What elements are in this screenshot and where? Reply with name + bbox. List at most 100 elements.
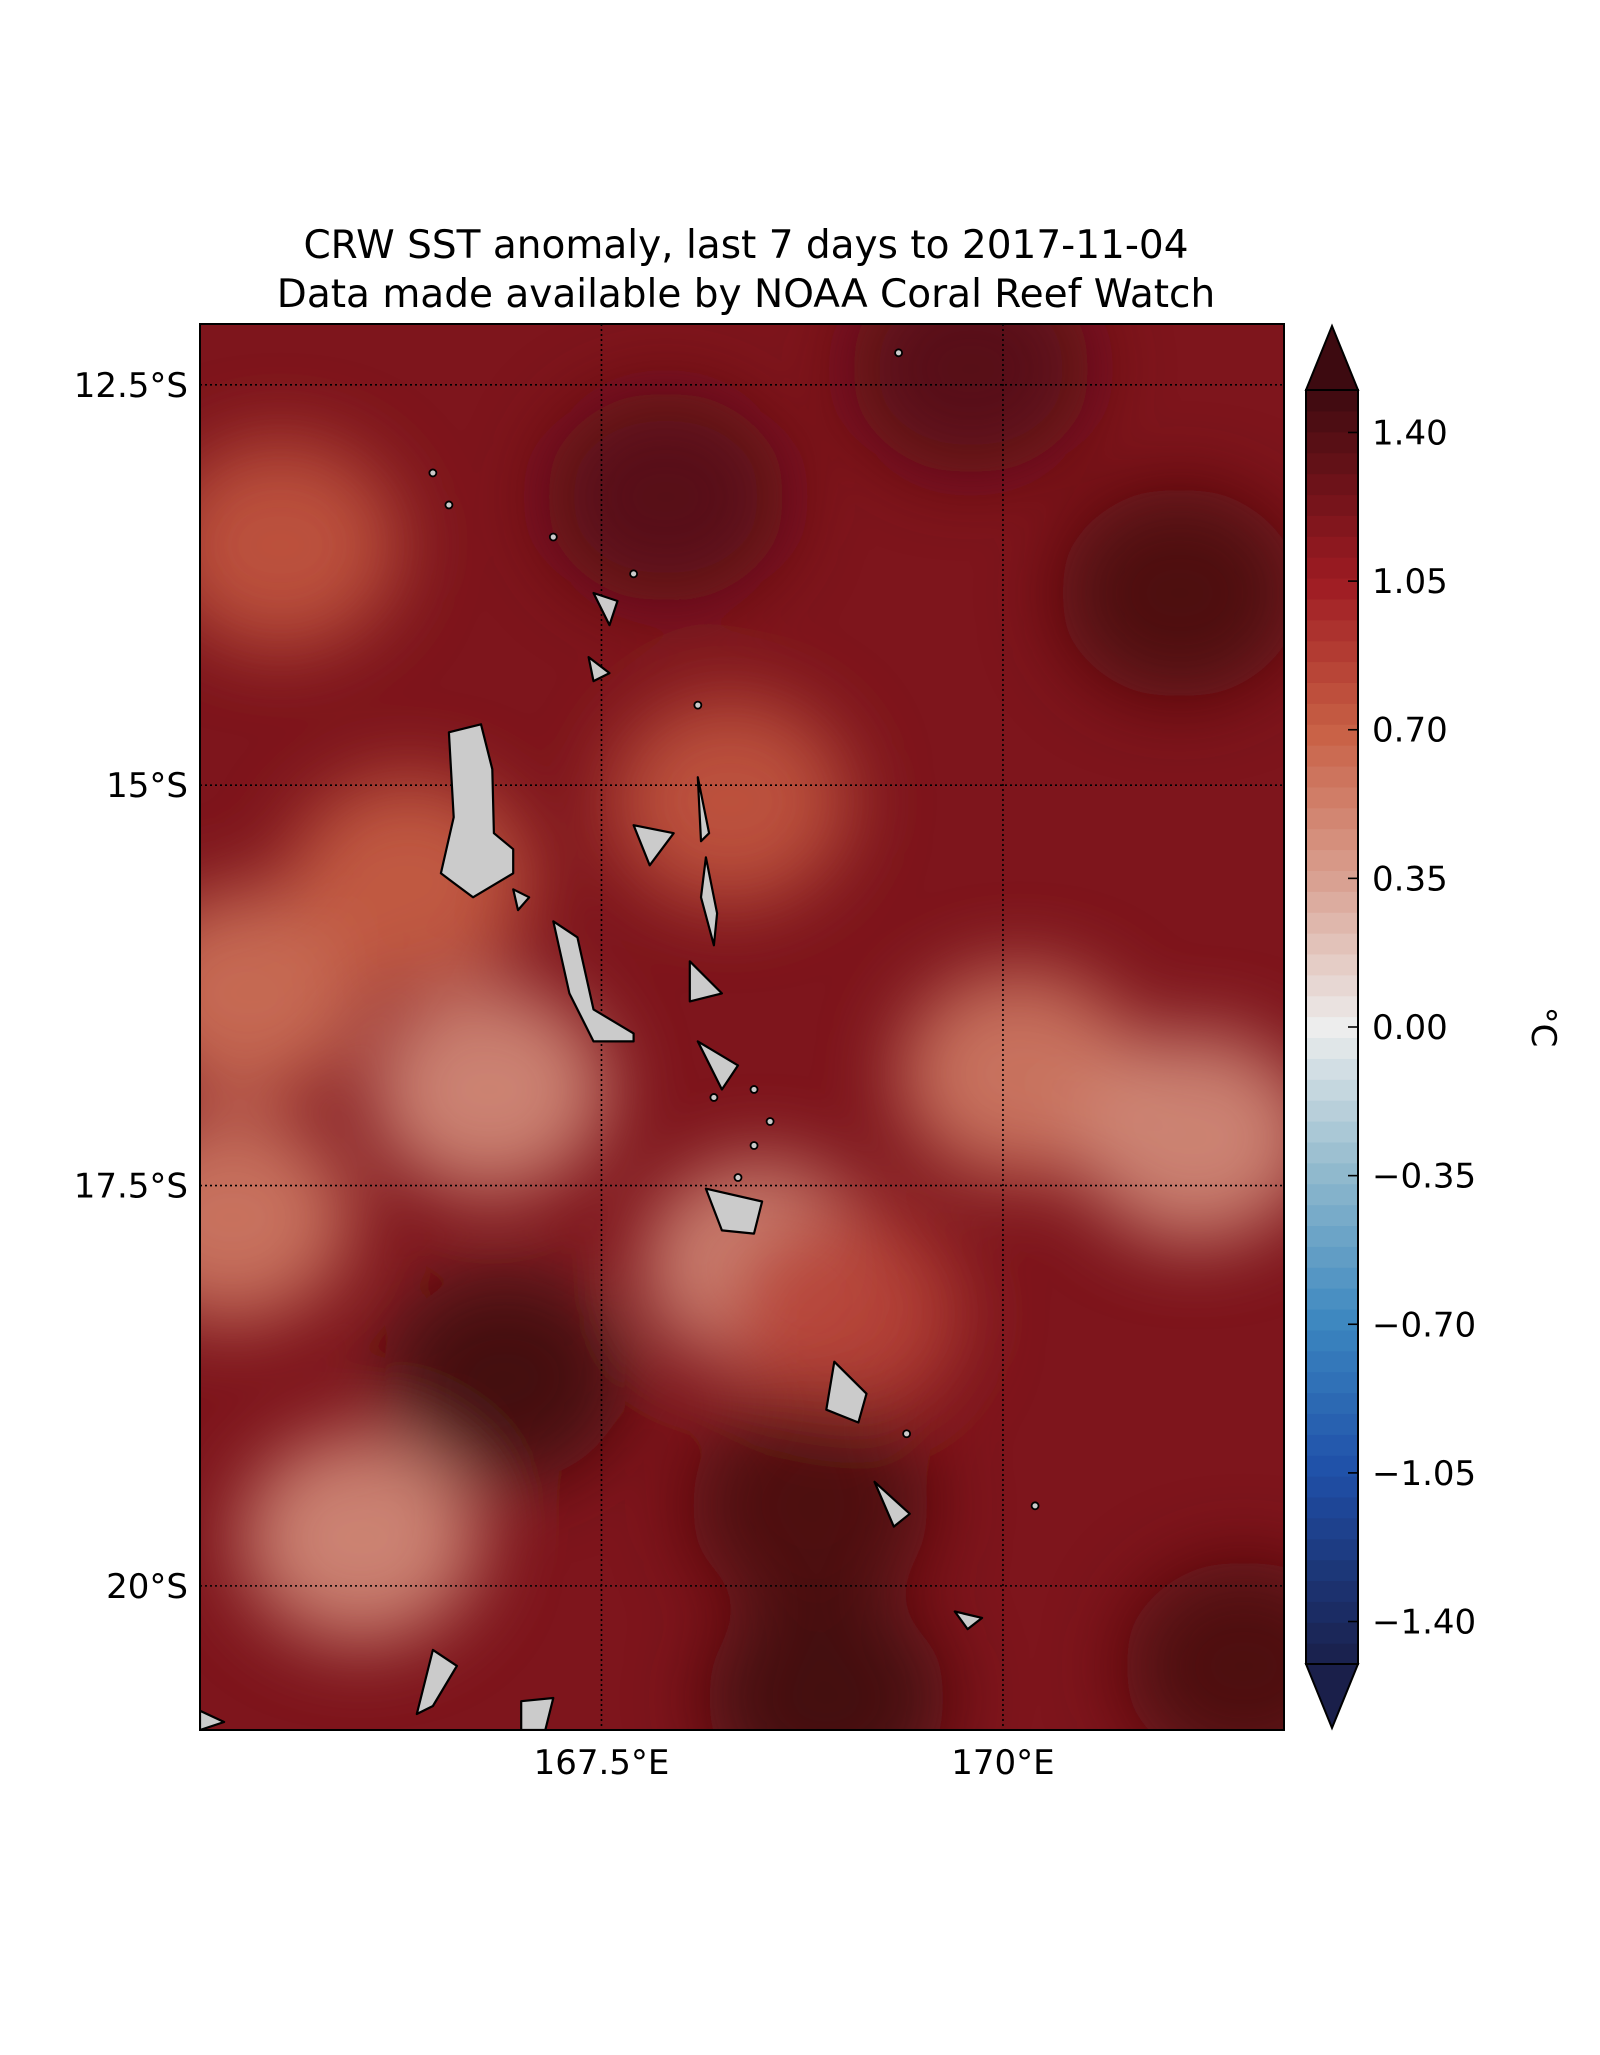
land-islands [200,348,1040,1730]
colorbar-band [1306,1517,1358,1540]
colorbar-band [1306,1434,1358,1456]
colorbar-band [1306,849,1358,871]
colorbar-band [1306,995,1358,1018]
colorbar-extend-min [1304,1663,1360,1731]
colorbar-band [1306,1643,1358,1665]
gridlines [200,324,1284,1730]
island [439,723,515,899]
map-frame [199,323,1285,1731]
colorbar-band [1306,1058,1358,1080]
anomaly-region [1059,488,1284,698]
island [873,1480,911,1528]
anomaly-region [706,1593,947,1730]
anomaly-region [609,696,850,907]
colorbar-band [1306,452,1358,475]
island [415,1648,458,1716]
colorbar-band [1306,390,1358,412]
colorbar-band [1306,536,1358,558]
colorbar-band [1306,1246,1358,1268]
colorbar-tick-label: −1.05 [1372,1454,1476,1494]
colorbar-band [1306,598,1358,621]
colorbar-band [1306,1225,1358,1247]
colorbar-band [1306,1183,1358,1206]
colorbar-band [1306,1329,1358,1352]
islet [733,1173,743,1182]
island [512,888,531,912]
anomaly-field [200,324,1284,1730]
latitude-tick-label: 17.5°S [74,1167,188,1207]
anomaly-region [369,984,610,1195]
colorbar-band [1306,953,1358,976]
colorbar-band [1306,1267,1358,1289]
map-title-line-2: Data made available by NOAA Coral Reef W… [276,272,1216,317]
map-area [199,323,1285,1731]
colorbar-band [1306,1016,1358,1039]
anomaly-region [722,1208,963,1419]
colorbar-band [1306,765,1358,788]
colorbar-band [1306,1162,1358,1185]
islet [749,1085,759,1094]
colorbar-band [1306,1622,1358,1644]
colorbar-band [1306,577,1358,600]
colorbar-band [1306,1496,1358,1519]
colorbar-band [1306,745,1358,767]
island [825,1360,868,1424]
island [696,1040,740,1091]
anomaly-region [545,391,786,602]
colorbar-band [1306,870,1358,892]
island [200,1709,226,1730]
islet [428,468,438,478]
colorbar-band [1306,619,1358,642]
colorbar-band [1306,724,1358,746]
latitude-tick-label: 20°S [106,1567,188,1607]
islet [902,1429,912,1439]
islet [749,1141,759,1150]
colorbar-band [1306,661,1358,683]
islet [693,700,703,710]
colorbar-tick-label: 0.00 [1372,1008,1448,1048]
anomaly-region [200,440,401,650]
colorbar-tick-label: 0.35 [1372,859,1448,899]
colorbar-tick-label: 1.40 [1372,413,1448,453]
colorbar-tick-label: −0.70 [1372,1305,1476,1345]
island [587,655,611,683]
anomaly-region [385,1272,626,1483]
colorbar-extend-max [1304,323,1360,391]
colorbar-band [1306,1392,1358,1414]
anomaly-region [1075,1032,1284,1243]
islet [765,1117,775,1126]
colorbar-band [1306,1120,1358,1143]
anomaly-region [850,324,1091,474]
island [699,856,719,947]
islet [548,532,558,542]
colorbar-band [1306,557,1358,579]
island [696,776,711,843]
longitude-tick-label: 167.5°E [534,1743,670,1783]
map-title-line-1: CRW SST anomaly, last 7 days to 2017-11-… [303,223,1189,268]
latitude-tick-label: 15°S [106,766,188,806]
colorbar-band [1306,1079,1358,1101]
colorbar-band [1306,807,1358,830]
colorbar-band [1306,1204,1358,1227]
colorbar-band [1306,1308,1358,1331]
island [953,1610,984,1631]
colorbar-band [1306,494,1358,516]
colorbar-band [1306,1559,1358,1582]
island [688,960,724,1003]
island [632,824,675,867]
island [704,1187,764,1235]
colorbar-band [1306,431,1358,454]
colorbar-band [1306,828,1358,851]
colorbar-band [1306,1141,1358,1164]
axis-labels: 12.5°S 15°S 17.5°S 20°S 167.5°E 170°E [74,366,1055,1783]
colorbar-band [1306,933,1358,955]
islet [894,348,903,358]
anomaly-region [240,1432,481,1643]
anomaly-region [690,1400,931,1611]
colorbar-band [1306,1100,1358,1122]
colorbar-band [1306,640,1358,663]
islet [709,1093,719,1102]
colorbar-band [1306,1455,1358,1477]
colorbar-band [1306,974,1358,997]
